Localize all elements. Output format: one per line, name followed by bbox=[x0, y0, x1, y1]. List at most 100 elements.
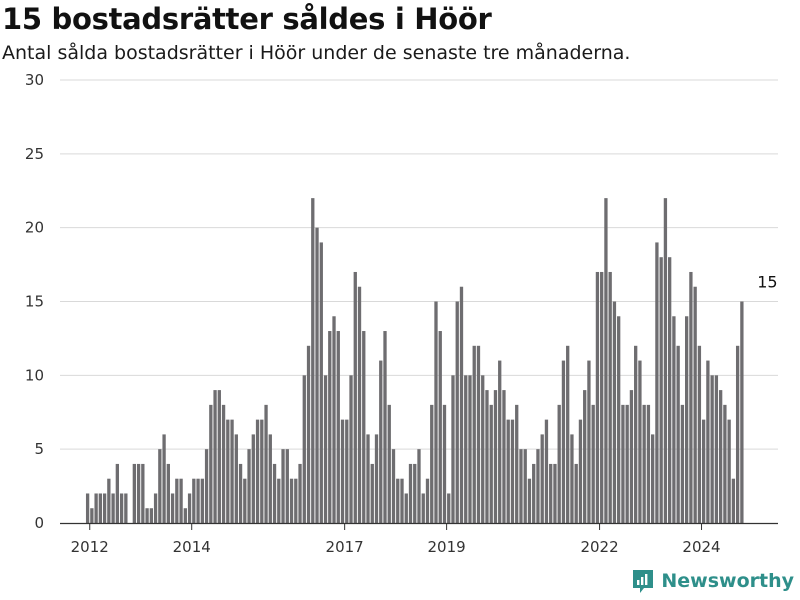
bar bbox=[285, 449, 289, 523]
bar bbox=[421, 493, 425, 523]
bar bbox=[625, 404, 629, 523]
bar bbox=[255, 419, 260, 523]
bar bbox=[196, 478, 200, 523]
bar bbox=[591, 404, 595, 523]
bar bbox=[251, 434, 255, 523]
bar bbox=[718, 390, 723, 523]
bar bbox=[85, 493, 90, 523]
bar bbox=[723, 404, 727, 523]
bar bbox=[153, 493, 158, 523]
bar bbox=[166, 463, 170, 523]
y-tick-label: 5 bbox=[34, 440, 44, 458]
bar bbox=[472, 345, 476, 523]
bar bbox=[145, 508, 149, 523]
bar bbox=[425, 478, 430, 523]
bar bbox=[302, 375, 306, 523]
bar bbox=[570, 434, 574, 523]
bar bbox=[638, 360, 642, 523]
bar bbox=[685, 316, 689, 523]
bar bbox=[132, 463, 136, 523]
bar bbox=[366, 434, 370, 523]
bar bbox=[408, 463, 413, 523]
bar bbox=[268, 434, 272, 523]
bar bbox=[600, 271, 604, 523]
bar bbox=[464, 375, 468, 523]
bar bbox=[115, 463, 120, 523]
y-tick-label: 0 bbox=[34, 514, 44, 532]
bar bbox=[498, 360, 502, 523]
bar bbox=[298, 463, 302, 523]
bar bbox=[455, 301, 459, 523]
bar bbox=[672, 316, 676, 523]
bar bbox=[612, 301, 617, 523]
x-tick-label: 2022 bbox=[580, 538, 618, 556]
bar bbox=[264, 404, 268, 523]
highlight-value-label: 15 bbox=[757, 273, 777, 292]
bar bbox=[306, 345, 311, 523]
bar bbox=[107, 478, 111, 523]
bar bbox=[353, 271, 357, 523]
bar bbox=[260, 419, 264, 523]
bar bbox=[574, 463, 578, 523]
bar bbox=[434, 301, 438, 523]
brand-name: Newsworthy bbox=[661, 570, 794, 592]
bar bbox=[621, 404, 625, 523]
x-tick-label: 2019 bbox=[428, 538, 466, 556]
bar bbox=[697, 345, 702, 523]
bar bbox=[740, 301, 744, 523]
bar bbox=[710, 375, 714, 523]
bar bbox=[102, 493, 107, 523]
bar bbox=[400, 478, 404, 523]
newsworthy-logo: Newsworthy bbox=[631, 568, 794, 594]
x-tick-label: 2014 bbox=[173, 538, 211, 556]
bar bbox=[595, 271, 600, 523]
bar bbox=[387, 404, 391, 523]
bar bbox=[451, 375, 455, 523]
bar bbox=[336, 331, 340, 523]
bar bbox=[379, 360, 383, 523]
bar bbox=[183, 508, 187, 523]
y-tick-label: 30 bbox=[25, 71, 44, 89]
bar bbox=[519, 449, 523, 523]
bar bbox=[294, 478, 298, 523]
bar bbox=[587, 360, 591, 523]
newsworthy-logo-icon bbox=[633, 570, 654, 593]
bar bbox=[578, 419, 583, 523]
bar bbox=[141, 463, 145, 523]
y-tick-label: 15 bbox=[25, 293, 44, 311]
bar bbox=[540, 434, 544, 523]
bar bbox=[90, 508, 94, 523]
bar bbox=[506, 419, 510, 523]
bar bbox=[447, 493, 451, 523]
bar bbox=[349, 375, 353, 523]
bar bbox=[523, 449, 527, 523]
x-tick-label: 2012 bbox=[71, 538, 109, 556]
bar bbox=[315, 227, 319, 524]
bar bbox=[396, 478, 400, 523]
bar bbox=[693, 286, 697, 523]
bar bbox=[706, 360, 710, 523]
bar bbox=[701, 419, 706, 523]
bar bbox=[489, 404, 493, 523]
bar bbox=[561, 360, 566, 523]
bar bbox=[510, 419, 515, 523]
bar bbox=[634, 345, 638, 523]
bar bbox=[311, 198, 315, 523]
bar bbox=[391, 449, 396, 523]
y-axis: 0 5 10 15 20 25 30 bbox=[25, 71, 44, 532]
bar bbox=[200, 478, 204, 523]
bar bbox=[170, 493, 175, 523]
x-tick-label: 2024 bbox=[682, 538, 720, 556]
bar bbox=[553, 463, 557, 523]
bar bbox=[217, 390, 221, 523]
bar bbox=[124, 493, 128, 523]
bar bbox=[328, 331, 332, 523]
y-tick-label: 10 bbox=[25, 366, 44, 384]
bar bbox=[646, 404, 651, 523]
chart-subtitle: Antal sålda bostadsrätter i Höör under d… bbox=[2, 42, 631, 64]
bar bbox=[617, 316, 621, 523]
bar bbox=[727, 419, 731, 523]
bar bbox=[668, 257, 672, 523]
bar bbox=[413, 463, 417, 523]
